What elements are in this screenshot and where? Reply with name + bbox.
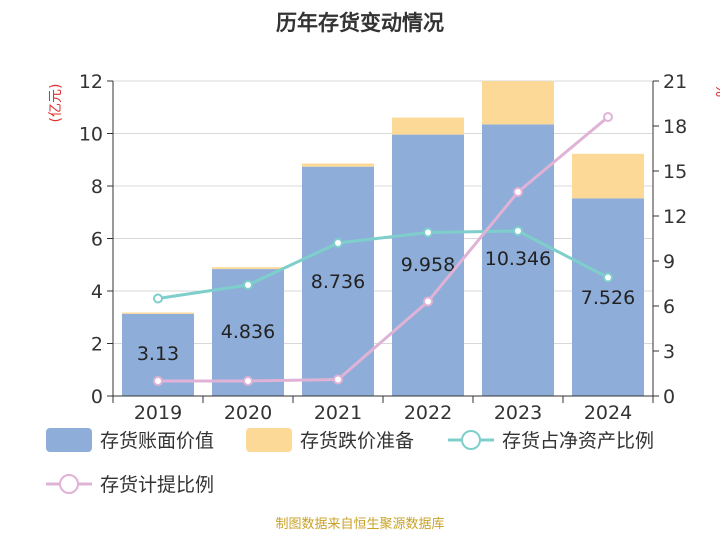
bar-impairment — [482, 81, 554, 125]
bar-book-value — [212, 269, 284, 396]
bar-data-label: 7.526 — [581, 287, 635, 309]
legend-marker — [59, 474, 79, 494]
y-left-tick-label: 4 — [91, 281, 103, 303]
line-point — [153, 293, 163, 304]
y-right-tick-label: 6 — [663, 296, 675, 318]
line-point — [243, 280, 253, 290]
line-point — [333, 238, 343, 248]
legend-label: 存货计提比例 — [100, 474, 214, 496]
bar-impairment — [392, 117, 464, 135]
x-tick-label: 2019 — [134, 402, 182, 424]
y-left-tick-label: 8 — [91, 176, 103, 198]
x-tick-label: 2021 — [314, 402, 362, 424]
bar-impairment — [302, 163, 374, 167]
y-left-tick-label: 12 — [79, 71, 103, 93]
lines — [153, 112, 613, 386]
y-left-unit: (亿元) — [48, 84, 64, 123]
legend-swatch-book-value — [46, 428, 92, 452]
bar-data-label: 9.958 — [401, 254, 455, 276]
y-right-tick-label: 15 — [663, 161, 687, 183]
line-point — [243, 376, 253, 386]
y-right-tick-label: 12 — [663, 206, 687, 228]
y-right-tick-label: 21 — [663, 71, 687, 93]
bar-impairment — [122, 312, 194, 314]
legend-label: 存货跌价准备 — [300, 430, 414, 452]
line-point — [513, 187, 523, 197]
bar-book-value — [482, 124, 554, 396]
y-right-tick-label: 9 — [663, 251, 675, 273]
line-net-asset-ratio — [157, 229, 609, 300]
line-point — [513, 226, 523, 236]
y-right-tick-label: 0 — [663, 386, 675, 408]
line-point — [423, 227, 433, 238]
y-right-unit: % — [712, 84, 720, 97]
legend-label: 存货账面价值 — [100, 430, 214, 452]
bar-book-value — [392, 134, 464, 397]
bar-impairment — [572, 153, 644, 199]
line-point — [603, 272, 613, 283]
legend-swatch-impairment — [246, 428, 292, 452]
bar-book-value — [572, 198, 644, 396]
line-point — [333, 374, 343, 385]
line-provision-ratio — [158, 115, 609, 383]
line-point — [603, 112, 613, 122]
bar-data-label: 3.13 — [137, 343, 179, 365]
bar-data-label: 8.736 — [311, 271, 365, 293]
y-left-tick-label: 2 — [91, 334, 103, 356]
bar-data-label: 10.346 — [485, 248, 551, 270]
axes: 0 2 4 6 8 10 12 0 3 6 9 12 15 18 21 2019 2020 2021 2022 202… — [79, 71, 687, 424]
y-right-tick-label: 3 — [663, 341, 675, 363]
x-tick-label: 2023 — [494, 402, 542, 424]
chart-title: 历年存货变动情况 — [276, 11, 444, 35]
y-left-tick-label: 0 — [91, 386, 103, 408]
y-left-tick-label: 6 — [91, 229, 103, 251]
legend-marker — [461, 430, 481, 450]
bars: 3.13 4.836 8.736 9.958 10.346 7.526 — [122, 81, 644, 397]
x-tick-label: 2020 — [224, 402, 272, 424]
footer-source: 制图数据来自恒生聚源数据库 — [275, 516, 444, 532]
x-tick-label: 2024 — [584, 402, 632, 424]
bar-impairment — [212, 267, 284, 270]
line-point — [153, 376, 163, 386]
legend-label: 存货占净资产比例 — [502, 430, 654, 452]
x-tick-label: 2022 — [404, 402, 452, 424]
line-point — [423, 296, 433, 307]
y-right-tick-label: 18 — [663, 116, 687, 138]
bar-data-label: 4.836 — [221, 321, 275, 343]
y-left-tick-label: 10 — [79, 124, 103, 146]
